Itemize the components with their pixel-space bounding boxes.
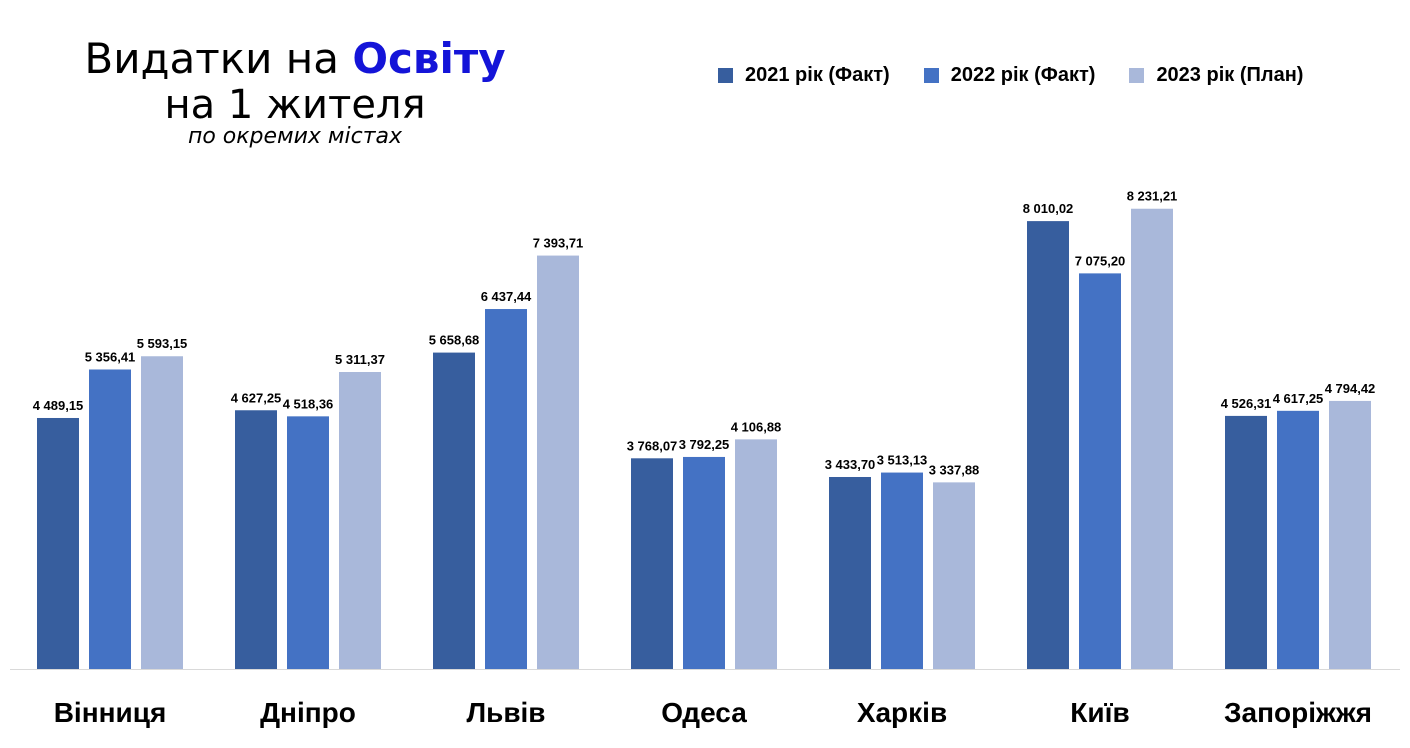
bar <box>89 369 131 669</box>
data-label: 5 593,15 <box>137 336 188 351</box>
bar <box>1225 415 1267 669</box>
data-label: 5 658,68 <box>429 333 480 348</box>
bar <box>141 356 183 669</box>
x-tick-label: Київ <box>1070 697 1129 728</box>
bar <box>1027 221 1069 669</box>
data-label: 7 075,20 <box>1075 253 1126 268</box>
legend-swatch <box>923 68 939 83</box>
legend-item-2023: 2023 рік (План) <box>1129 64 1303 87</box>
x-tick-label: Харків <box>857 697 947 728</box>
bar <box>735 439 777 669</box>
bar <box>881 472 923 669</box>
legend-swatch <box>718 68 733 83</box>
bar <box>1277 410 1319 669</box>
bar <box>433 352 475 669</box>
bar <box>683 456 725 669</box>
data-label: 7 393,71 <box>533 236 584 251</box>
data-label: 6 437,44 <box>481 289 532 304</box>
x-tick-label: Львів <box>466 697 545 728</box>
legend-label: 2023 рік (План) <box>1156 64 1304 86</box>
legend-label: 2022 рік (Факт) <box>950 64 1096 86</box>
data-label: 4 106,88 <box>731 419 782 434</box>
data-label: 4 627,25 <box>231 390 282 405</box>
data-label: 4 526,31 <box>1221 396 1272 411</box>
data-label: 4 489,15 <box>33 398 84 413</box>
bar <box>829 476 871 669</box>
chart-subtitle: по окремих містах <box>187 124 403 149</box>
legend: 2021 рік (Факт) 2022 рік (Факт) 2023 рік… <box>718 64 1337 87</box>
x-tick-label: Вінниця <box>54 697 167 728</box>
legend-item-2022: 2022 рік (Факт) <box>923 64 1096 87</box>
data-label: 4 794,42 <box>1325 381 1376 396</box>
bar <box>37 417 79 669</box>
title-highlight: Освіту <box>352 34 506 83</box>
bar <box>485 309 527 669</box>
data-label: 3 768,07 <box>627 438 678 453</box>
data-label: 3 337,88 <box>929 462 980 477</box>
x-tick-label: Дніпро <box>260 697 356 728</box>
data-label: 3 792,25 <box>679 437 730 452</box>
data-label: 5 311,37 <box>335 352 385 367</box>
bar <box>631 458 673 669</box>
legend-item-2021: 2021 рік (Факт) <box>718 64 890 87</box>
title-prefix: Видатки на <box>84 34 353 83</box>
bar <box>235 410 277 669</box>
bar <box>339 372 381 669</box>
legend-label: 2021 рік (Факт) <box>745 64 890 86</box>
bar <box>287 416 329 669</box>
data-label: 4 617,25 <box>1273 391 1324 406</box>
bar <box>1131 208 1173 670</box>
x-tick-label: Одеса <box>661 697 747 728</box>
data-label: 3 433,70 <box>825 457 876 472</box>
data-label: 8 231,21 <box>1127 189 1178 204</box>
data-label: 5 356,41 <box>85 349 136 364</box>
data-label: 8 010,02 <box>1023 201 1074 216</box>
data-label: 4 518,36 <box>283 396 334 411</box>
bar <box>1329 400 1371 669</box>
legend-swatch <box>1129 68 1145 83</box>
x-tick-label: Запоріжжя <box>1224 697 1372 728</box>
data-label: 3 513,13 <box>877 453 928 468</box>
chart-title-line2: на 1 жителя <box>164 82 426 128</box>
chart-title: Видатки на Освіту <box>0 34 590 83</box>
bar <box>933 482 975 669</box>
bar <box>537 255 579 669</box>
bar <box>1079 273 1121 669</box>
